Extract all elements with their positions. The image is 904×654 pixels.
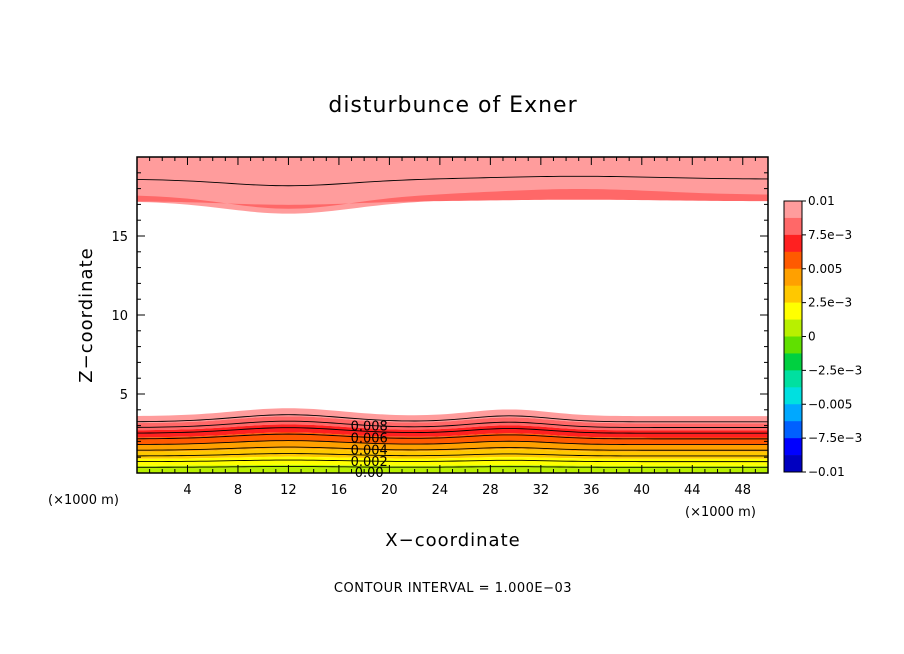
- contour-label: 0.006: [351, 431, 388, 446]
- contour-interval-label: CONTOUR INTERVAL = 1.000E−03: [334, 581, 572, 596]
- x-tick-label: 8: [234, 483, 242, 498]
- x-tick-label: 12: [280, 483, 297, 498]
- colorbar-tick-label: −0.005: [808, 397, 852, 411]
- contour-label: 0.004: [351, 443, 388, 458]
- colorbar-segment: [784, 217, 802, 236]
- contour-label: 0.002: [351, 455, 388, 470]
- x-unit-label-left: (×1000 m): [48, 493, 119, 508]
- bottom-contour-line: [137, 440, 768, 446]
- colorbar-segment: [784, 302, 802, 320]
- bottom-contour-line: [137, 453, 768, 457]
- colorbar-segment: [784, 285, 802, 303]
- colorbar-segment: [784, 336, 802, 354]
- bottom-contour-line: [137, 420, 768, 428]
- colorbar-tick-label: −2.5e−3: [808, 363, 862, 377]
- colorbar-segment: [784, 421, 802, 439]
- top-contour-bands: [137, 157, 768, 214]
- y-tick-label: 5: [120, 388, 128, 403]
- plot-area: [137, 157, 768, 473]
- x-tick-label: 48: [734, 483, 751, 498]
- top-band: [137, 157, 768, 214]
- y-axis-label: Z−coordinate: [76, 247, 97, 382]
- top-contour-line: [137, 175, 768, 187]
- colorbar-tick-label: −0.01: [808, 465, 845, 479]
- bottom-contour-line: [137, 459, 768, 463]
- chart-title: disturbunce of Exner: [328, 93, 577, 118]
- colorbar-segment: [784, 438, 802, 456]
- colorbar-segment: [784, 251, 802, 270]
- x-unit-label-right: (×1000 m): [685, 505, 756, 520]
- bottom-contour-line: [137, 446, 768, 451]
- x-tick-label: 24: [432, 483, 449, 498]
- bottom-band: [137, 432, 768, 445]
- colorbar: [783, 200, 803, 473]
- x-tick-label: 28: [482, 483, 499, 498]
- x-tick-label: 20: [381, 483, 398, 498]
- bottom-contour-line: [137, 433, 768, 440]
- x-tick-label: 16: [331, 483, 348, 498]
- x-tick-label: 44: [684, 483, 701, 498]
- bottom-contour-line: [137, 414, 768, 423]
- colorbar-tick-label: −7.5e−3: [808, 431, 862, 445]
- x-tick-label: 40: [634, 483, 651, 498]
- bottom-contour-line: [137, 466, 768, 468]
- x-axis-ticks: 4 8 12 16 20 24 28 32 36 40 44 48: [149, 157, 756, 498]
- colorbar-segment: [784, 455, 802, 473]
- y-tick-label: 15: [111, 230, 128, 245]
- x-tick-label: 32: [533, 483, 550, 498]
- y-axis-ticks: 5 10 15: [111, 172, 768, 458]
- colorbar-tick-label: 0: [808, 330, 816, 344]
- colorbar-tick-label: 0.01: [808, 194, 835, 208]
- y-tick-label: 10: [111, 309, 128, 324]
- colorbar-segment: [784, 404, 802, 422]
- top-band: [137, 189, 768, 209]
- colorbar-segment: [784, 201, 802, 219]
- bottom-band: [137, 408, 768, 424]
- colorbar-segment: [784, 387, 802, 405]
- colorbar-segment: [784, 234, 802, 253]
- contour-lines: [137, 175, 768, 468]
- colorbar-segment: [784, 319, 802, 337]
- bottom-contour-line: [137, 427, 768, 434]
- colorbar-tick-label: 7.5e−3: [808, 228, 852, 242]
- contour-label: 0.008: [351, 420, 388, 435]
- x-tick-label: 4: [183, 483, 191, 498]
- colorbar-tick-label: 0.005: [808, 262, 842, 276]
- colorbar-segment: [784, 353, 802, 371]
- x-tick-label: 36: [583, 483, 600, 498]
- bottom-band: [137, 440, 768, 452]
- colorbar-segment: [784, 268, 802, 286]
- colorbar-tick-labels: 0.01 7.5e−3 0.005 2.5e−3 0 −2.5e−3 −0.005 −7.5e…: [802, 194, 862, 479]
- colorbar-segment: [784, 370, 802, 388]
- x-axis-label: X−coordinate: [385, 530, 520, 551]
- colorbar-tick-label: 2.5e−3: [808, 296, 852, 310]
